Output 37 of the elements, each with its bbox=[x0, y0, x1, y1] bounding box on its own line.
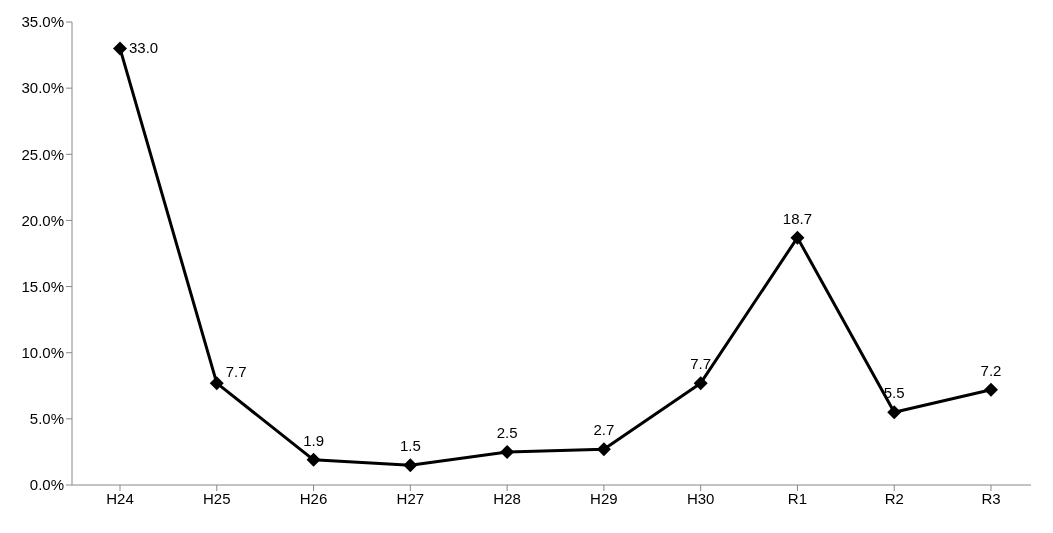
x-tick-label: R3 bbox=[981, 489, 1001, 507]
point bbox=[596, 442, 611, 457]
data-label: 33.0 bbox=[129, 39, 159, 57]
x-tick-label: H30 bbox=[686, 489, 715, 507]
x-tick-label: R2 bbox=[884, 489, 904, 507]
x-tick-label: H28 bbox=[493, 489, 521, 507]
y-tick-label: 35.0% bbox=[21, 13, 64, 31]
y-tick-label: 30.0% bbox=[21, 79, 64, 97]
y-tick-label: 0.0% bbox=[29, 476, 64, 494]
x-tick-label: H26 bbox=[299, 489, 328, 507]
data-label: 18.7 bbox=[782, 209, 813, 227]
data-label: 2.5 bbox=[496, 423, 518, 441]
y-tick-label: 25.0% bbox=[21, 145, 64, 163]
x-tick-label: H29 bbox=[590, 489, 618, 507]
point bbox=[403, 458, 418, 473]
data-label: 7.7 bbox=[690, 355, 712, 373]
x-tick-label: R1 bbox=[787, 489, 808, 507]
data-label: 2.7 bbox=[593, 421, 615, 439]
point bbox=[209, 376, 224, 391]
point bbox=[306, 452, 321, 467]
y-tick-label: 5.0% bbox=[29, 410, 64, 428]
x-tick-label: H24 bbox=[106, 489, 134, 507]
point bbox=[887, 405, 902, 420]
point bbox=[984, 382, 998, 397]
point bbox=[113, 41, 127, 56]
data-label: 1.9 bbox=[303, 431, 324, 449]
data-label: 7.2 bbox=[980, 361, 1002, 379]
y-tick-label: 15.0% bbox=[21, 277, 64, 295]
point bbox=[500, 444, 515, 459]
point bbox=[790, 230, 805, 245]
y-tick-label: 20.0% bbox=[21, 211, 64, 229]
point bbox=[693, 376, 708, 391]
data-label: 7.7 bbox=[225, 363, 247, 381]
x-tick-label: H27 bbox=[396, 489, 425, 507]
x-tick-label: H25 bbox=[203, 489, 231, 507]
data-label: 1.5 bbox=[399, 437, 421, 455]
y-tick-label: 10.0% bbox=[21, 344, 64, 362]
